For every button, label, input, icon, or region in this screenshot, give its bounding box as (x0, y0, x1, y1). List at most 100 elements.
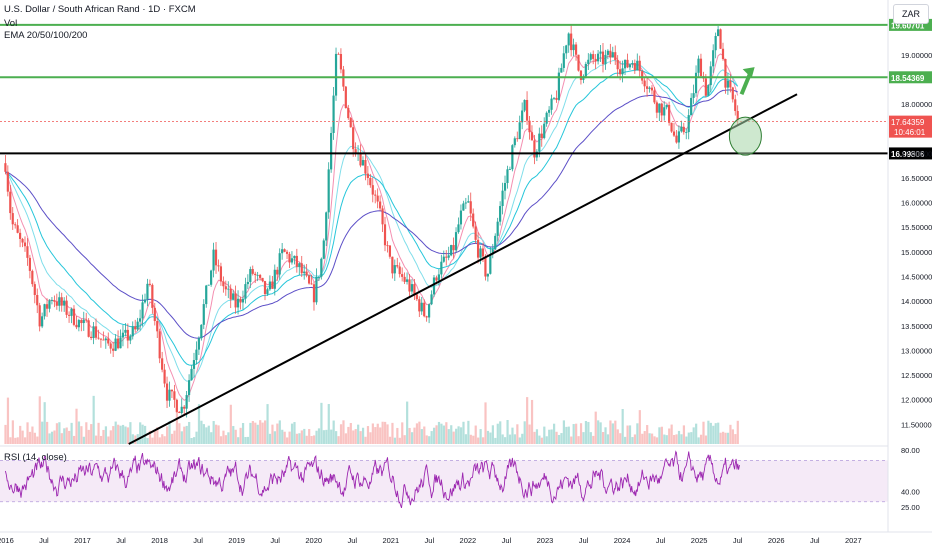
candle-body (281, 249, 284, 254)
candle-body (48, 300, 51, 309)
candle-body (359, 153, 362, 166)
candle-body (153, 307, 156, 321)
volume-bar (604, 427, 607, 444)
volume-bar (440, 423, 443, 444)
volume-bar (682, 425, 686, 444)
volume-bar (695, 423, 698, 444)
volume-bar (724, 432, 727, 444)
candle-body (129, 336, 132, 341)
volume-bar (175, 408, 179, 444)
volume-bar (359, 431, 362, 444)
volume-bar (320, 402, 323, 444)
volume-bar (513, 434, 517, 444)
candle-body (334, 53, 338, 96)
candle-body (462, 203, 465, 211)
candle-body (43, 304, 46, 317)
candle-body (307, 275, 311, 284)
candle-body (503, 183, 507, 191)
candle-body (349, 118, 352, 128)
volume-bar (82, 436, 85, 444)
candle-body (579, 70, 583, 80)
candle-body (28, 257, 31, 271)
currency-button[interactable]: ZAR (893, 4, 929, 24)
volume-bar (403, 435, 406, 444)
volume-bar (550, 429, 553, 444)
price-tick-label: 16.00000 (901, 199, 932, 208)
candle-body (596, 53, 600, 62)
volume-bar (545, 436, 548, 444)
volume-bar (75, 408, 78, 444)
price-tick-label: 13.00000 (901, 346, 932, 355)
volume-bar (38, 396, 41, 444)
candle-body (592, 54, 595, 59)
candle-body (614, 52, 617, 60)
candle-body (393, 265, 396, 274)
volume-bar (212, 421, 215, 444)
candle-body (60, 297, 63, 306)
volume-bar (129, 422, 132, 444)
volume-bar (653, 436, 656, 444)
volume-bar (288, 431, 291, 444)
volume-bar (227, 432, 230, 444)
candle-body (555, 97, 558, 100)
volume-bar (687, 432, 690, 444)
candle-body (227, 288, 230, 290)
candle-body (234, 293, 237, 308)
volume-bar (384, 421, 387, 444)
volume-bar (95, 435, 98, 444)
volume-bar (224, 435, 228, 444)
candle-body (168, 389, 171, 401)
candle-body (685, 132, 688, 133)
volume-bar (298, 433, 301, 444)
candle-body (528, 120, 531, 133)
volume-bar (357, 424, 360, 444)
volume-bar (523, 421, 526, 444)
volume-bar (195, 431, 198, 444)
candle-body (303, 271, 306, 274)
candle-body (217, 265, 220, 267)
volume-bar (241, 422, 245, 444)
volume-bar (668, 428, 671, 444)
candle-body (273, 269, 276, 289)
volume-bar (222, 430, 225, 444)
candle-body (432, 277, 436, 295)
candle-body (165, 383, 169, 401)
candle-body (94, 326, 98, 338)
volume-bar (660, 426, 663, 444)
candle-body (14, 224, 17, 226)
volume-bar (430, 431, 433, 444)
volume-bar (185, 425, 188, 444)
volume-bar (53, 430, 56, 444)
candle-body (570, 33, 573, 51)
volume-bar (472, 435, 475, 444)
volume-bar (582, 432, 585, 444)
candle-body (577, 54, 580, 71)
candle-body (26, 246, 29, 258)
candle-body (518, 122, 521, 140)
candle-body (645, 86, 649, 89)
candle-body (310, 283, 313, 285)
volume-bar (447, 429, 450, 444)
candle-body (489, 254, 492, 274)
candle-body (538, 133, 541, 152)
candle-body (158, 331, 161, 359)
volume-bar (80, 426, 83, 444)
candle-body (734, 99, 737, 111)
volume-bar (677, 430, 681, 444)
volume-bar (141, 424, 144, 444)
volume-bar (19, 425, 22, 444)
candle-body (33, 284, 36, 295)
price-tick-label: 14.50000 (901, 272, 932, 281)
volume-bar (704, 435, 708, 444)
candle-body (716, 29, 720, 37)
candle-body (67, 314, 71, 316)
ema-line-50 (5, 59, 739, 382)
candle-body (151, 284, 154, 308)
candle-body (45, 304, 49, 309)
volume-bar (670, 424, 673, 444)
candle-body (675, 135, 678, 143)
candle-body (72, 308, 76, 325)
candle-body (650, 87, 654, 91)
volume-bar (697, 437, 700, 444)
